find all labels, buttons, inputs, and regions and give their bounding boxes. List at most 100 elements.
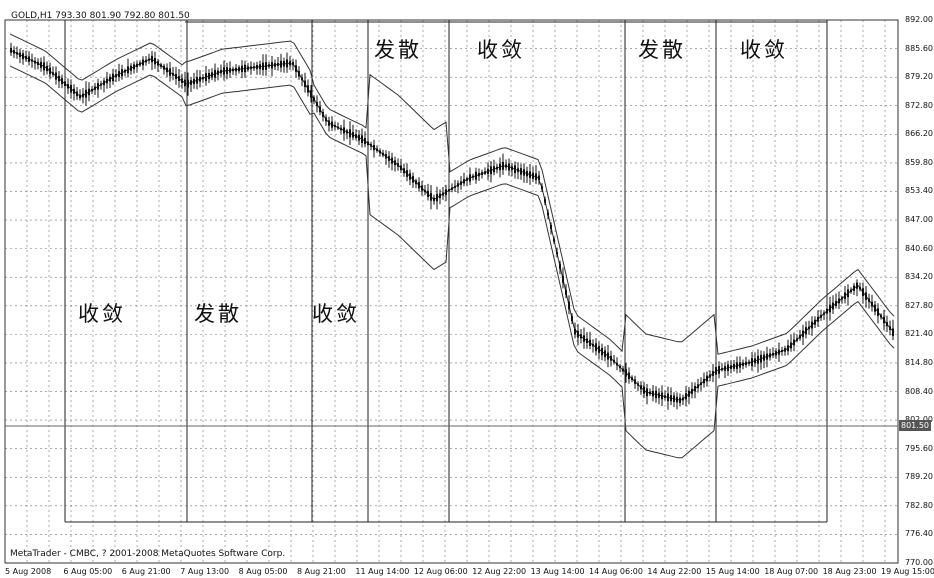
candle-body (811, 321, 813, 329)
candle-body (739, 362, 741, 368)
candle-body (781, 350, 783, 352)
y-tick-label: 821.40 (905, 329, 933, 339)
candle-body (778, 349, 780, 355)
candle-body (52, 72, 54, 75)
candle-body (334, 125, 336, 128)
candle-body (85, 89, 87, 98)
candle-body (325, 117, 327, 122)
candle-body (298, 70, 300, 77)
candle-body (430, 192, 432, 201)
candle-body (28, 56, 30, 62)
candle-body (58, 75, 60, 82)
candle-body (655, 390, 657, 399)
candle-body (613, 359, 615, 363)
candle-body (859, 287, 861, 290)
candle-body (31, 59, 33, 62)
candle-body (82, 93, 84, 98)
candle-body (511, 166, 513, 170)
candle-body (451, 187, 453, 190)
candle-body (703, 378, 705, 384)
candle-body (289, 61, 291, 66)
candle-body (745, 361, 747, 366)
candle-body (409, 173, 411, 180)
zone-label: 发散 (374, 38, 422, 62)
candle-body (391, 157, 393, 164)
candle-body (757, 355, 759, 364)
candle-body (163, 65, 165, 70)
candle-body (370, 144, 372, 147)
candle-body (142, 59, 144, 66)
candle-body (385, 154, 387, 159)
candle-body (463, 179, 465, 184)
candle-body (448, 189, 450, 192)
x-tick-label: 19 Aug 15:00 (881, 567, 934, 576)
candle-body (535, 173, 537, 181)
candle-body (583, 335, 585, 342)
candle-body (880, 314, 882, 318)
candle-body (676, 396, 678, 403)
candle-body (769, 353, 771, 358)
candle-body (724, 366, 726, 371)
candle-body (553, 238, 555, 242)
x-tick-label: 6 Aug 05:00 (63, 567, 113, 576)
candle-body (571, 316, 573, 321)
candle-body (646, 388, 648, 397)
x-tick-label: 14 Aug 22:00 (647, 567, 702, 576)
candle-body (76, 91, 78, 97)
candle-body (856, 282, 858, 289)
candle-body (379, 150, 381, 154)
candle-body (517, 168, 519, 173)
y-tick-label: 879.20 (905, 72, 933, 82)
candle-body (457, 183, 459, 187)
candle-body (742, 362, 744, 366)
candle-body (814, 319, 816, 325)
candle-body (322, 112, 324, 117)
candle-body (883, 316, 885, 324)
candle-body (886, 322, 888, 327)
candle-body (685, 393, 687, 400)
candle-body (67, 84, 69, 89)
candle-body (523, 169, 525, 176)
candle-body (580, 334, 582, 339)
candle-body (40, 61, 42, 68)
current-price-badge: 801.50 (899, 420, 931, 431)
candle-body (487, 168, 489, 175)
candle-body (652, 391, 654, 397)
candle-body (202, 77, 204, 80)
candle-body (262, 62, 264, 70)
candle-body (340, 127, 342, 131)
candle-body (286, 59, 288, 68)
candle-body (277, 63, 279, 66)
candle-body (319, 106, 321, 113)
y-tick-label: 795.60 (905, 443, 933, 453)
candle-body (10, 47, 12, 53)
y-tick-label: 853.40 (905, 186, 933, 196)
candle-body (850, 289, 852, 292)
candle-body (766, 353, 768, 360)
candle-body (709, 374, 711, 378)
x-tick-label: 5 Aug 2008 (5, 567, 52, 576)
zone-label: 收敛 (312, 302, 360, 326)
chart-title: GOLD,H1 793.30 801.90 792.80 801.50 (11, 11, 190, 21)
candle-body (454, 185, 456, 188)
candle-body (244, 64, 246, 73)
candle-body (754, 358, 756, 364)
candle-body (853, 285, 855, 291)
candle-body (418, 182, 420, 189)
candle-body (343, 127, 345, 134)
candle-body (550, 225, 552, 229)
candle-body (55, 72, 57, 80)
candle-body (292, 62, 294, 65)
candle-body (169, 68, 171, 76)
candle-body (367, 141, 369, 145)
y-tick-label: 859.80 (905, 157, 933, 167)
candle-body (337, 126, 339, 129)
zone-divider-lines (64, 20, 828, 523)
candle-body (121, 69, 123, 77)
candle-body (421, 185, 423, 191)
x-tick-label: 12 Aug 22:00 (472, 567, 527, 576)
candle-body (160, 64, 162, 67)
candle-body (565, 289, 567, 295)
candle-body (358, 134, 360, 141)
